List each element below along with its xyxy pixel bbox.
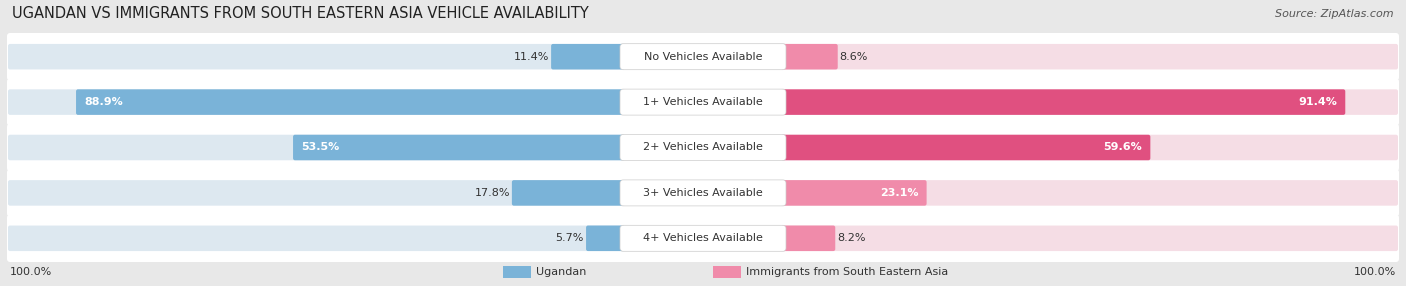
FancyBboxPatch shape bbox=[586, 226, 626, 251]
FancyBboxPatch shape bbox=[780, 226, 835, 251]
FancyBboxPatch shape bbox=[8, 135, 626, 160]
FancyBboxPatch shape bbox=[8, 44, 626, 69]
Text: No Vehicles Available: No Vehicles Available bbox=[644, 52, 762, 62]
FancyBboxPatch shape bbox=[780, 180, 1398, 206]
Text: 1+ Vehicles Available: 1+ Vehicles Available bbox=[643, 97, 763, 107]
FancyBboxPatch shape bbox=[780, 89, 1346, 115]
FancyBboxPatch shape bbox=[780, 135, 1398, 160]
FancyBboxPatch shape bbox=[76, 89, 626, 115]
FancyBboxPatch shape bbox=[292, 135, 626, 160]
Text: 100.0%: 100.0% bbox=[10, 267, 52, 277]
FancyBboxPatch shape bbox=[620, 44, 786, 70]
FancyBboxPatch shape bbox=[620, 225, 786, 251]
Text: 100.0%: 100.0% bbox=[1354, 267, 1396, 277]
FancyBboxPatch shape bbox=[512, 180, 626, 206]
FancyBboxPatch shape bbox=[620, 134, 786, 160]
FancyBboxPatch shape bbox=[780, 44, 838, 69]
FancyBboxPatch shape bbox=[713, 266, 741, 278]
FancyBboxPatch shape bbox=[780, 226, 1398, 251]
FancyBboxPatch shape bbox=[620, 89, 786, 115]
Text: 8.6%: 8.6% bbox=[839, 52, 868, 62]
FancyBboxPatch shape bbox=[780, 180, 927, 206]
FancyBboxPatch shape bbox=[780, 135, 1150, 160]
Text: Ugandan: Ugandan bbox=[536, 267, 586, 277]
FancyBboxPatch shape bbox=[7, 33, 1399, 80]
Text: UGANDAN VS IMMIGRANTS FROM SOUTH EASTERN ASIA VEHICLE AVAILABILITY: UGANDAN VS IMMIGRANTS FROM SOUTH EASTERN… bbox=[13, 7, 589, 21]
Text: 59.6%: 59.6% bbox=[1104, 142, 1142, 152]
Text: 8.2%: 8.2% bbox=[837, 233, 866, 243]
FancyBboxPatch shape bbox=[503, 266, 531, 278]
FancyBboxPatch shape bbox=[7, 78, 1399, 126]
Text: Source: ZipAtlas.com: Source: ZipAtlas.com bbox=[1275, 9, 1393, 19]
FancyBboxPatch shape bbox=[8, 180, 626, 206]
FancyBboxPatch shape bbox=[620, 180, 786, 206]
Text: Immigrants from South Eastern Asia: Immigrants from South Eastern Asia bbox=[747, 267, 948, 277]
Text: 23.1%: 23.1% bbox=[880, 188, 918, 198]
FancyBboxPatch shape bbox=[8, 226, 626, 251]
FancyBboxPatch shape bbox=[7, 124, 1399, 171]
FancyBboxPatch shape bbox=[8, 89, 626, 115]
Text: 88.9%: 88.9% bbox=[84, 97, 122, 107]
Text: 5.7%: 5.7% bbox=[555, 233, 583, 243]
Text: 2+ Vehicles Available: 2+ Vehicles Available bbox=[643, 142, 763, 152]
FancyBboxPatch shape bbox=[7, 169, 1399, 217]
FancyBboxPatch shape bbox=[780, 89, 1398, 115]
Text: 4+ Vehicles Available: 4+ Vehicles Available bbox=[643, 233, 763, 243]
Text: 91.4%: 91.4% bbox=[1298, 97, 1337, 107]
Text: 3+ Vehicles Available: 3+ Vehicles Available bbox=[643, 188, 763, 198]
Text: 53.5%: 53.5% bbox=[301, 142, 339, 152]
Text: 11.4%: 11.4% bbox=[513, 52, 550, 62]
FancyBboxPatch shape bbox=[551, 44, 626, 69]
Text: 17.8%: 17.8% bbox=[474, 188, 510, 198]
FancyBboxPatch shape bbox=[780, 44, 1398, 69]
FancyBboxPatch shape bbox=[7, 214, 1399, 262]
